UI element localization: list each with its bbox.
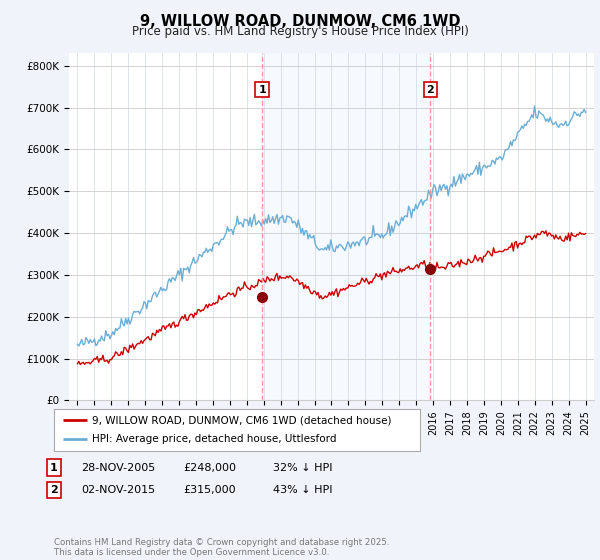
Text: 02-NOV-2015: 02-NOV-2015 [81, 485, 155, 495]
Text: 28-NOV-2005: 28-NOV-2005 [81, 463, 155, 473]
Text: £248,000: £248,000 [183, 463, 236, 473]
Text: Contains HM Land Registry data © Crown copyright and database right 2025.
This d: Contains HM Land Registry data © Crown c… [54, 538, 389, 557]
Text: 1: 1 [50, 463, 58, 473]
Text: Price paid vs. HM Land Registry's House Price Index (HPI): Price paid vs. HM Land Registry's House … [131, 25, 469, 38]
Text: HPI: Average price, detached house, Uttlesford: HPI: Average price, detached house, Uttl… [92, 435, 337, 445]
Text: 32% ↓ HPI: 32% ↓ HPI [273, 463, 332, 473]
Text: 9, WILLOW ROAD, DUNMOW, CM6 1WD (detached house): 9, WILLOW ROAD, DUNMOW, CM6 1WD (detache… [92, 415, 392, 425]
Bar [262, 53, 430, 400]
Text: 2: 2 [427, 85, 434, 95]
Text: 1: 1 [258, 85, 266, 95]
Text: £315,000: £315,000 [183, 485, 236, 495]
Text: 9, WILLOW ROAD, DUNMOW, CM6 1WD: 9, WILLOW ROAD, DUNMOW, CM6 1WD [140, 14, 460, 29]
Text: 2: 2 [50, 485, 58, 495]
Text: 43% ↓ HPI: 43% ↓ HPI [273, 485, 332, 495]
